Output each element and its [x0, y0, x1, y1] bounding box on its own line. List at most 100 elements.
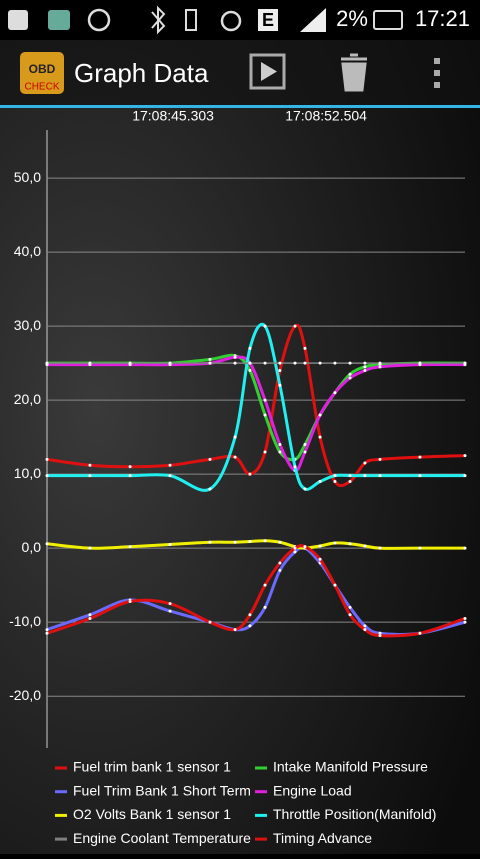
- data-point: [363, 474, 367, 478]
- data-point: [378, 365, 382, 369]
- data-point: [333, 480, 337, 484]
- data-point: [303, 545, 307, 549]
- data-point: [45, 457, 49, 461]
- clock: 17:21: [415, 6, 470, 31]
- data-point: [45, 361, 49, 365]
- data-point: [303, 487, 307, 491]
- data-point: [463, 361, 467, 365]
- data-point: [88, 616, 92, 620]
- data-point: [263, 539, 267, 543]
- data-point: [168, 463, 172, 467]
- vibrate-icon: [185, 9, 197, 31]
- data-point: [168, 474, 172, 478]
- data-point: [263, 583, 267, 587]
- data-point: [45, 474, 49, 478]
- data-point: [348, 474, 352, 478]
- data-point: [208, 361, 212, 365]
- data-point: [363, 369, 367, 373]
- data-point: [278, 540, 282, 544]
- data-point: [363, 628, 367, 632]
- data-point: [348, 542, 352, 546]
- data-point: [263, 450, 267, 454]
- data-point: [293, 361, 297, 365]
- app-bar-divider: [0, 105, 480, 108]
- logo-text: OBD: [29, 62, 56, 76]
- notification-icon: [87, 8, 111, 32]
- data-point: [318, 413, 322, 417]
- data-point: [363, 624, 367, 628]
- data-point: [333, 541, 337, 545]
- data-point: [363, 361, 367, 365]
- data-point: [348, 480, 352, 484]
- data-point: [293, 546, 297, 550]
- data-point: [293, 465, 297, 469]
- data-point: [463, 474, 467, 478]
- data-point: [463, 546, 467, 550]
- data-point: [248, 369, 252, 373]
- data-point: [333, 361, 337, 365]
- battery-percent: 2%: [336, 6, 368, 31]
- data-point: [168, 542, 172, 546]
- data-point: [248, 346, 252, 350]
- data-point: [208, 357, 212, 361]
- data-point: [208, 620, 212, 624]
- data-point: [208, 487, 212, 491]
- data-point: [303, 346, 307, 350]
- data-point: [378, 474, 382, 478]
- data-point: [128, 474, 132, 478]
- data-point: [208, 540, 212, 544]
- notification-icon: [48, 10, 70, 30]
- data-point: [233, 435, 237, 439]
- data-point: [248, 540, 252, 544]
- app-logo[interactable]: [20, 52, 64, 94]
- data-point: [363, 544, 367, 548]
- data-point: [418, 546, 422, 550]
- data-point: [293, 324, 297, 328]
- y-tick-label: 30,0: [14, 317, 41, 333]
- signal-icon: [300, 8, 326, 32]
- data-point: [233, 455, 237, 459]
- data-point: [278, 561, 282, 565]
- data-point: [248, 472, 252, 476]
- data-point: [278, 369, 282, 373]
- y-tick-label: 0,0: [22, 539, 42, 555]
- data-point: [278, 443, 282, 447]
- app-bar: [0, 40, 480, 106]
- data-point: [348, 372, 352, 376]
- data-point: [318, 435, 322, 439]
- data-point: [88, 463, 92, 467]
- overflow-menu[interactable]: [434, 58, 440, 88]
- data-point: [233, 355, 237, 359]
- x-tick-label: 17:08:45.303: [132, 108, 214, 124]
- data-point: [208, 457, 212, 461]
- y-tick-label: -20,0: [9, 687, 41, 703]
- data-point: [263, 361, 267, 365]
- data-point: [363, 365, 367, 369]
- data-point: [348, 361, 352, 365]
- data-point: [128, 465, 132, 469]
- data-point: [88, 361, 92, 365]
- data-point: [128, 545, 132, 549]
- bluetooth-icon: [151, 5, 166, 35]
- data-point: [463, 620, 467, 624]
- data-point: [168, 361, 172, 365]
- data-point: [278, 383, 282, 387]
- play-icon: [261, 62, 277, 81]
- data-point: [248, 613, 252, 617]
- data-point: [168, 609, 172, 613]
- data-point: [278, 450, 282, 454]
- play-button[interactable]: [249, 53, 286, 90]
- data-point: [128, 361, 132, 365]
- data-point: [378, 546, 382, 550]
- legend-label: Fuel trim bank 1 sensor 1: [73, 759, 231, 775]
- data-point: [45, 631, 49, 635]
- x-tick-label: 17:08:52.504: [285, 108, 367, 124]
- alarm-icon: [220, 10, 242, 32]
- data-point: [348, 613, 352, 617]
- data-point: [263, 605, 267, 609]
- delete-button[interactable]: [341, 53, 367, 92]
- legend-label: Fuel Trim Bank 1 Short Term: [73, 782, 251, 798]
- legend-label: O2 Volts Bank 1 sensor 1: [73, 806, 231, 822]
